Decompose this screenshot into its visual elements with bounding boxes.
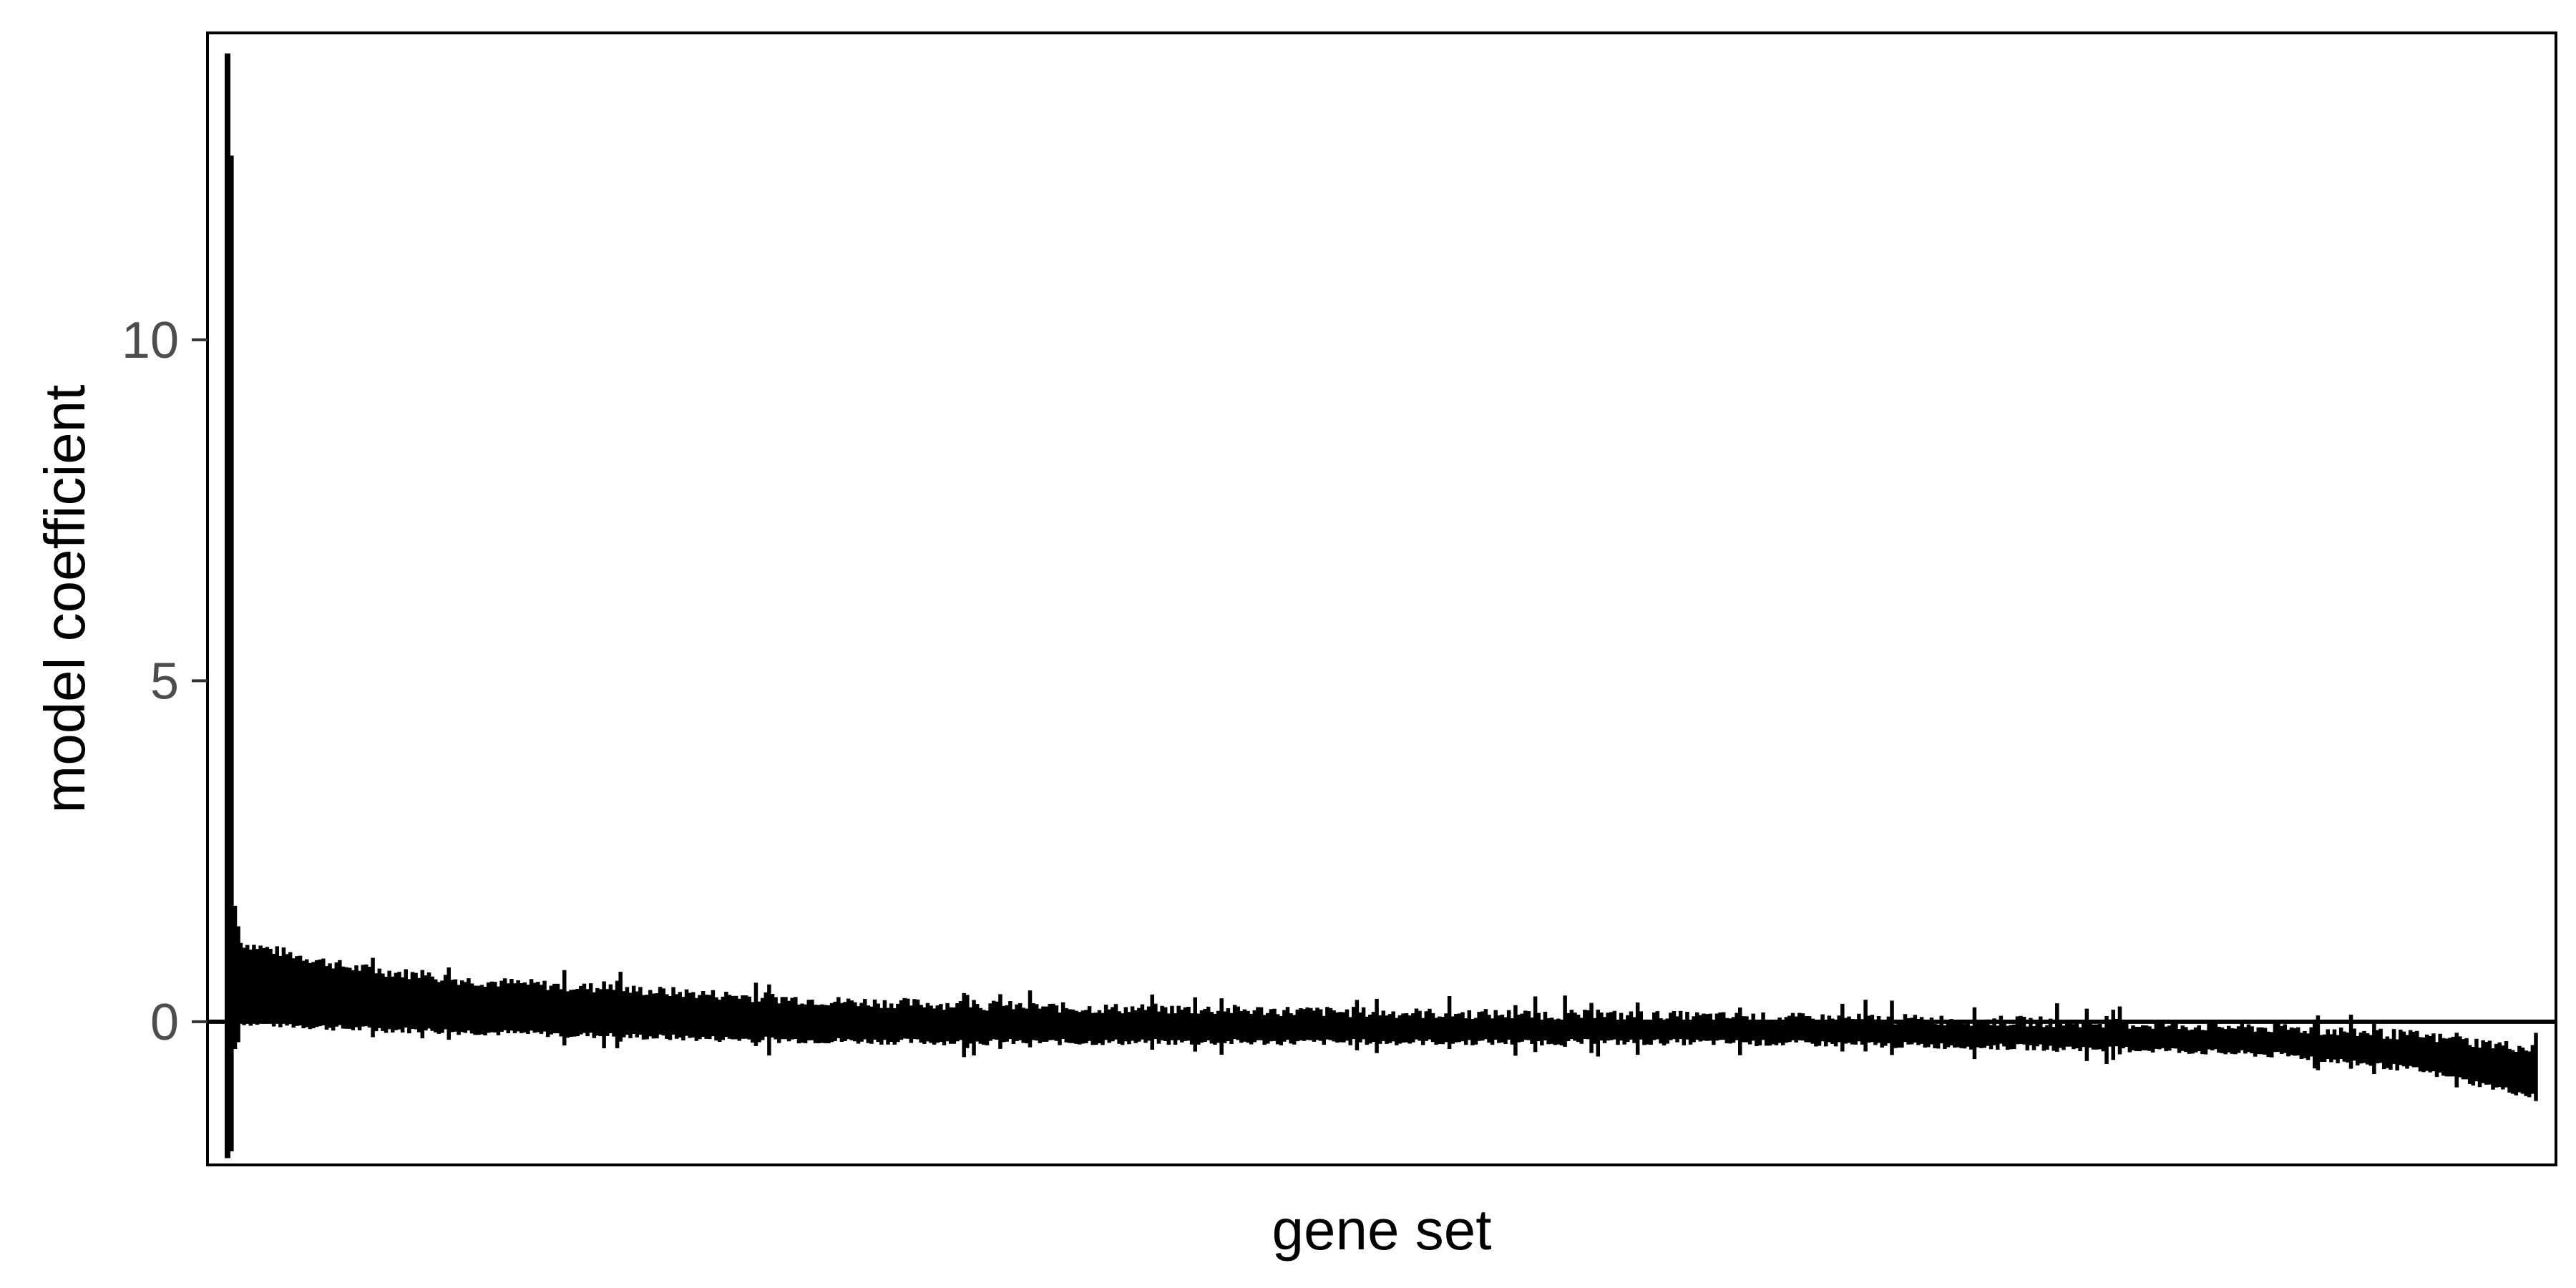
y-tick-label: 0 xyxy=(150,994,179,1051)
y-axis: 0 5 10 xyxy=(122,312,208,1051)
x-axis-title: gene set xyxy=(1272,1198,1492,1262)
y-axis-title: model coefficient xyxy=(33,385,97,814)
y-tick-label: 10 xyxy=(122,312,179,369)
y-tick-label: 5 xyxy=(150,653,179,710)
plot-panel xyxy=(206,31,2557,1166)
error-bars xyxy=(225,53,2538,1158)
